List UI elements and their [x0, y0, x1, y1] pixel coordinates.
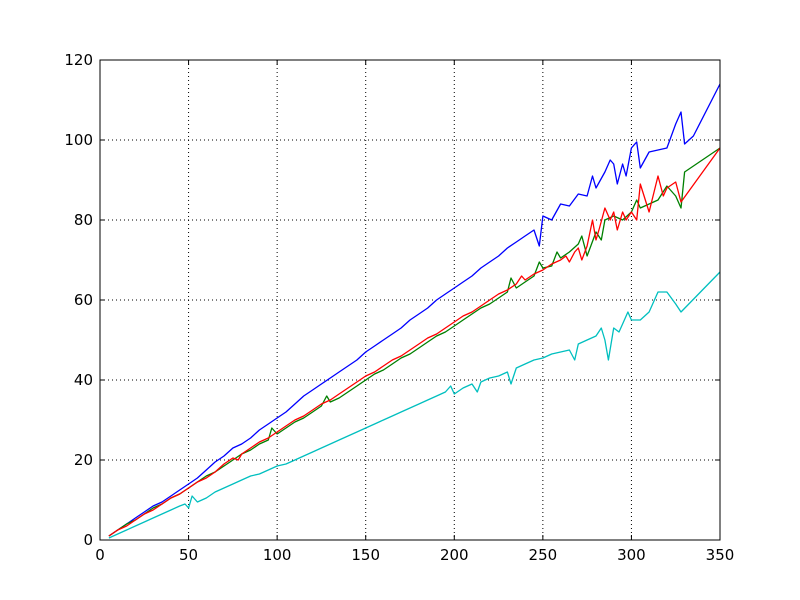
x-tick-label: 250	[529, 546, 558, 564]
y-tick-labels: 0 20 40 60 80 100 120	[64, 51, 93, 549]
y-tick-label: 60	[74, 291, 93, 309]
series-line-4	[108, 271, 721, 539]
y-tick-label: 0	[83, 531, 93, 549]
x-tick-labels: 0 50 100 150 200 250 300 350	[95, 546, 734, 564]
y-tick-label: 40	[74, 371, 93, 389]
series-line-1	[108, 83, 721, 537]
y-tick-label: 120	[64, 51, 93, 69]
x-tick-label: 200	[440, 546, 469, 564]
x-tick-label: 0	[95, 546, 105, 564]
x-tick-label: 150	[351, 546, 380, 564]
series-line-3	[108, 147, 721, 537]
x-tick-label: 50	[179, 546, 198, 564]
x-tick-label: 100	[263, 546, 292, 564]
y-tick-label: 20	[74, 451, 93, 469]
y-tick-label: 100	[64, 131, 93, 149]
x-tick-label: 300	[617, 546, 646, 564]
y-tick-label: 80	[74, 211, 93, 229]
tick-marks	[99, 59, 721, 541]
x-tick-label: 350	[706, 546, 735, 564]
series-group	[108, 83, 721, 539]
